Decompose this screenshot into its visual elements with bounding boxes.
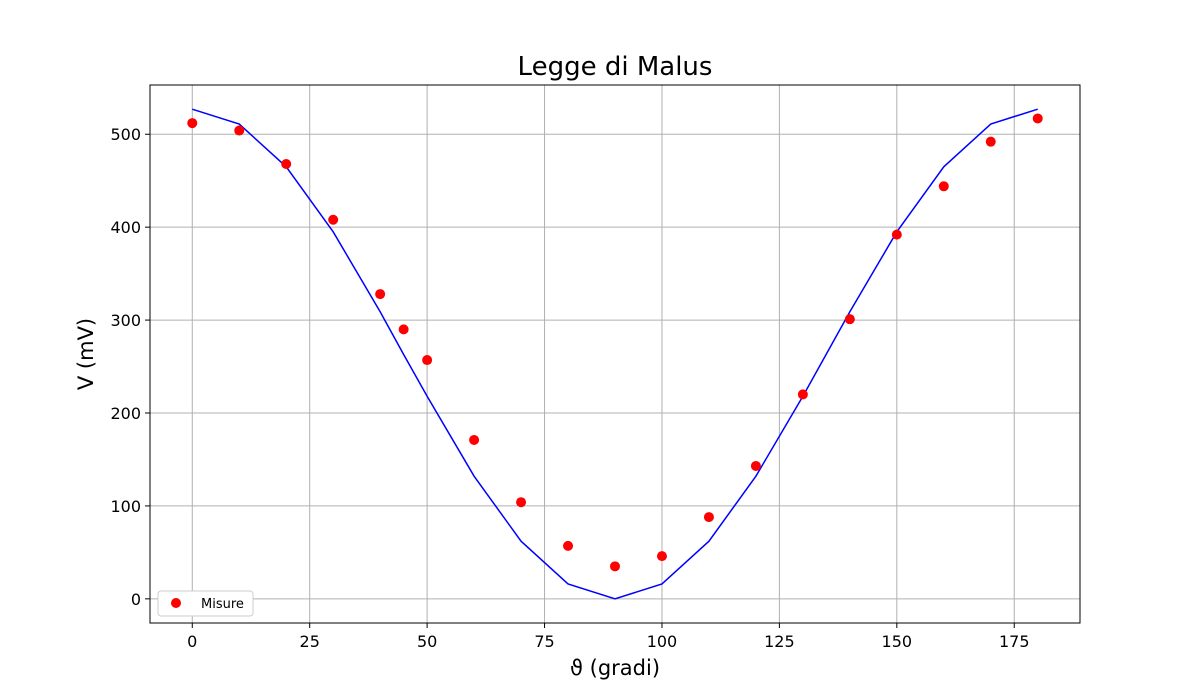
data-point [469,434,480,445]
x-tick-label: 0 [187,632,197,651]
data-point [375,289,386,300]
data-point [516,497,527,508]
data-point [844,314,855,325]
x-tick-label: 150 [882,632,913,651]
data-point [985,136,996,147]
grid [150,85,1080,623]
data-point [328,214,339,225]
legend-marker [171,598,181,608]
x-tick-label: 100 [647,632,678,651]
y-tick-label: 200 [110,404,141,423]
legend: Misure [157,590,254,617]
data-point [563,540,574,551]
y-axis: 0 100 200 300 400 500 [110,125,150,609]
y-tick-label: 400 [110,218,141,237]
y-tick-label: 300 [110,311,141,330]
data-point [938,181,949,192]
fit-curve-layer [192,108,1038,600]
data-point [610,561,620,572]
y-tick-label: 0 [131,590,141,609]
data-point [187,118,198,129]
data-points-layer [187,113,1043,572]
y-tick-label: 500 [110,125,141,144]
legend-box [157,590,254,617]
data-point [398,324,409,335]
data-point [750,460,761,471]
data-point [281,158,292,169]
x-tick-label: 75 [534,632,554,651]
x-axis: 0 25 50 75 100 125 150 175 [187,623,1030,651]
data-point [1032,113,1043,124]
x-axis-label: ϑ (gradi) [570,656,660,680]
data-point [891,229,902,240]
legend-label: Misure [201,597,244,612]
y-axis-label: V (mV) [74,318,98,390]
data-point [422,355,433,366]
plot-frame [149,84,1081,624]
fit-curve [192,108,1038,600]
data-point [797,389,808,400]
x-tick-label: 125 [764,632,795,651]
chart-title: Legge di Malus [518,52,713,82]
y-tick-label: 100 [110,497,141,516]
data-point [656,551,667,562]
x-tick-label: 25 [300,632,320,651]
data-point [703,512,714,523]
x-tick-label: 175 [999,632,1030,651]
data-point [234,125,245,136]
x-tick-label: 50 [417,632,437,651]
